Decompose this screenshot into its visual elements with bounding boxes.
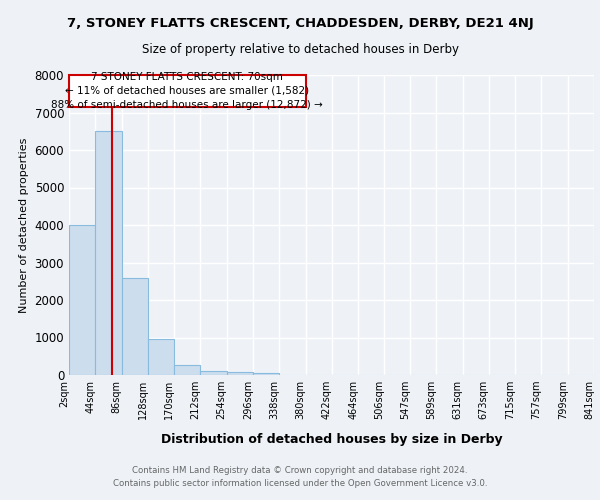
X-axis label: Distribution of detached houses by size in Derby: Distribution of detached houses by size … — [161, 433, 502, 446]
Bar — [95, 131, 122, 375]
Text: 7, STONEY FLATTS CRESCENT, CHADDESDEN, DERBY, DE21 4NJ: 7, STONEY FLATTS CRESCENT, CHADDESDEN, D… — [67, 18, 533, 30]
Bar — [69, 225, 95, 375]
Text: Contains HM Land Registry data © Crown copyright and database right 2024.
Contai: Contains HM Land Registry data © Crown c… — [113, 466, 487, 487]
Bar — [227, 372, 253, 375]
Bar — [148, 340, 174, 375]
Bar — [69, 75, 305, 107]
Text: Size of property relative to detached houses in Derby: Size of property relative to detached ho… — [142, 42, 458, 56]
Bar — [200, 371, 227, 375]
Bar — [122, 278, 148, 375]
Text: 7 STONEY FLATTS CRESCENT: 70sqm
← 11% of detached houses are smaller (1,582)
88%: 7 STONEY FLATTS CRESCENT: 70sqm ← 11% of… — [52, 72, 323, 110]
Bar — [253, 373, 279, 375]
Bar — [174, 364, 200, 375]
Y-axis label: Number of detached properties: Number of detached properties — [19, 138, 29, 312]
